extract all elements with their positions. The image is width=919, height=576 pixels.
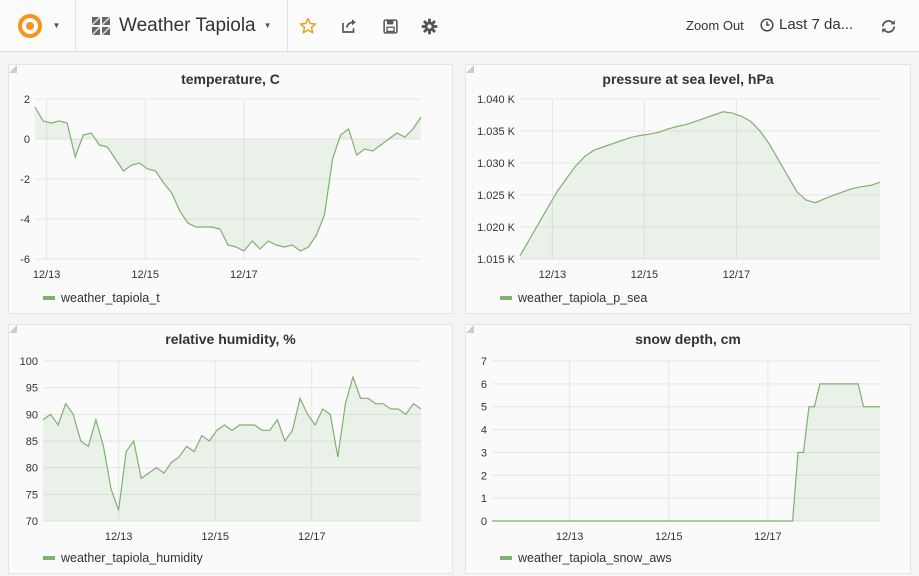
pressure-chart: 1.040 K 1.035 K 1.030 K 1.025 K 1.020 K 1.015… xyxy=(477,94,881,281)
gear-icon xyxy=(421,18,437,34)
humidity-chart: 100 95 90 85 80 75 70 12/13 12/15 12/17 xyxy=(20,356,422,543)
series-line xyxy=(492,383,880,522)
share-button[interactable] xyxy=(338,15,360,37)
y-tick-label: -2 xyxy=(20,174,30,186)
y-tick-label: 1.025 K xyxy=(477,190,516,202)
time-range-label: Last 7 da... xyxy=(779,16,854,33)
save-button[interactable] xyxy=(379,15,401,37)
y-tick-label: 75 xyxy=(26,489,38,501)
x-tick-label: 12/15 xyxy=(631,269,659,281)
y-tick-label: 80 xyxy=(26,463,38,475)
chevron-down-icon: ▼ xyxy=(52,21,61,30)
y-tick-label: 6 xyxy=(481,379,487,391)
series-line xyxy=(34,106,422,252)
x-tick-label: 12/15 xyxy=(131,269,159,281)
snow-chart: 7 6 5 4 3 2 1 0 12/13 12/15 12/17 xyxy=(481,356,880,543)
series-line xyxy=(42,375,422,511)
resize-handle[interactable] xyxy=(9,325,17,333)
legend-item[interactable]: weather_tapiola_snow_aws xyxy=(500,551,672,565)
y-tick-label: 2 xyxy=(481,470,487,482)
grafana-menu-button[interactable]: ▼ xyxy=(0,0,76,51)
share-icon xyxy=(342,19,356,33)
resize-handle[interactable] xyxy=(466,65,474,73)
y-tick-label: 3 xyxy=(481,447,487,459)
legend-item[interactable]: weather_tapiola_humidity xyxy=(43,551,203,565)
x-tick-label: 12/13 xyxy=(556,531,584,543)
y-tick-label: 2 xyxy=(24,94,30,106)
panel-title[interactable]: temperature, C xyxy=(181,71,280,87)
panel-temperature: temperature, C 2 0 -2 -4 -6 12/13 12/15 12/17 w… xyxy=(8,64,453,314)
y-tick-label: 1.015 K xyxy=(477,254,516,266)
y-tick-label: 70 xyxy=(26,516,38,528)
x-tick-label: 12/15 xyxy=(655,531,683,543)
series-area xyxy=(43,377,421,521)
refresh-button[interactable] xyxy=(877,15,899,37)
top-navbar: ▼ Weather Tapiola ▼ xyxy=(0,0,919,52)
x-tick-label: 12/13 xyxy=(105,531,133,543)
y-tick-label: 5 xyxy=(481,402,487,414)
x-tick-label: 12/13 xyxy=(33,269,61,281)
panel-humidity: relative humidity, % 100 95 90 85 80 75 70 12/1… xyxy=(8,324,453,574)
temperature-chart: 2 0 -2 -4 -612/13 12/15 12/17 xyxy=(20,94,422,281)
x-tick-label: 12/17 xyxy=(723,269,751,281)
y-tick-label: 1 xyxy=(481,493,487,505)
grafana-logo-icon xyxy=(17,12,42,38)
y-tick-label: 1.040 K xyxy=(477,94,516,106)
dashboard-grid-icon xyxy=(91,15,111,36)
y-tick-label: 4 xyxy=(481,425,487,437)
legend-item[interactable]: weather_tapiola_p_sea xyxy=(500,291,647,305)
y-tick-label: 90 xyxy=(26,409,38,421)
panel-title[interactable]: relative humidity, % xyxy=(165,331,296,347)
x-tick-label: 12/15 xyxy=(201,531,229,543)
x-tick-label: 12/17 xyxy=(298,531,326,543)
star-button[interactable] xyxy=(297,15,319,37)
y-tick-label: 100 xyxy=(20,356,38,368)
series-area xyxy=(520,111,880,259)
y-tick-label: 85 xyxy=(26,436,38,448)
legend-swatch xyxy=(43,296,55,300)
y-tick-label: 0 xyxy=(24,134,30,146)
x-tick-label: 12/17 xyxy=(754,531,782,543)
y-tick-label: -6 xyxy=(20,254,30,266)
y-tick-label: 7 xyxy=(481,356,487,368)
save-icon xyxy=(382,18,398,34)
refresh-icon xyxy=(881,19,895,33)
time-range-picker[interactable]: Last 7 da... xyxy=(760,16,853,33)
legend-swatch xyxy=(500,556,512,560)
y-tick-label: 1.030 K xyxy=(477,158,516,170)
panel-snow: snow depth, cm 7 6 5 4 3 2 1 0 12/13 12/15 12/17 w… xyxy=(465,324,911,574)
legend-item[interactable]: weather_tapiola_t xyxy=(43,291,160,305)
zoom-out-button[interactable]: Zoom Out xyxy=(686,18,744,33)
settings-button[interactable] xyxy=(418,15,440,37)
y-tick-label: 1.035 K xyxy=(477,126,516,138)
y-tick-label: 1.020 K xyxy=(477,222,516,234)
legend-swatch xyxy=(500,296,512,300)
resize-handle[interactable] xyxy=(9,65,17,73)
y-tick-label: 95 xyxy=(26,383,38,395)
panel-pressure: pressure at sea level, hPa 1.040 K 1.035 … xyxy=(465,64,911,314)
series-line xyxy=(519,111,881,257)
legend-label: weather_tapiola_humidity xyxy=(61,551,203,565)
panel-title[interactable]: pressure at sea level, hPa xyxy=(602,71,774,87)
legend-label: weather_tapiola_snow_aws xyxy=(518,551,672,565)
legend-label: weather_tapiola_p_sea xyxy=(518,291,648,305)
clock-icon xyxy=(760,17,774,32)
panel-title[interactable]: snow depth, cm xyxy=(635,331,741,347)
legend-swatch xyxy=(43,556,55,560)
resize-handle[interactable] xyxy=(466,325,474,333)
x-tick-label: 12/17 xyxy=(230,269,258,281)
chevron-down-icon: ▼ xyxy=(263,21,272,30)
dashboard-picker[interactable]: Weather Tapiola ▼ xyxy=(76,0,288,51)
x-tick-label: 12/13 xyxy=(539,269,567,281)
y-tick-label: 0 xyxy=(481,516,487,528)
dashboard-title: Weather Tapiola xyxy=(119,14,256,36)
legend-label: weather_tapiola_t xyxy=(61,291,160,305)
y-tick-label: -4 xyxy=(20,214,30,226)
star-icon xyxy=(299,17,317,34)
